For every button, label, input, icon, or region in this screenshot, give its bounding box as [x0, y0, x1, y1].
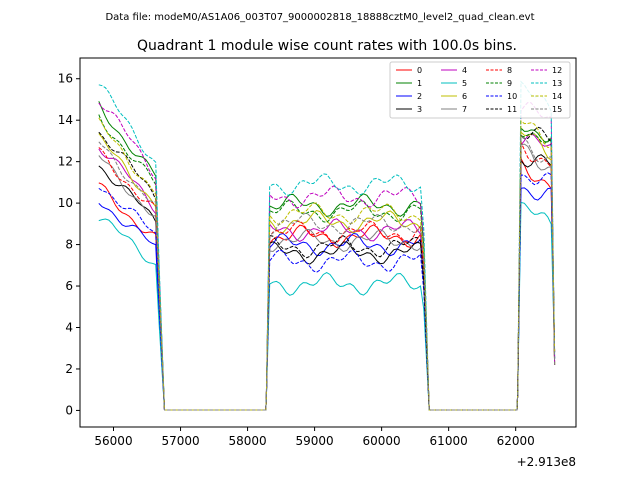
y-tick-label: 2 — [65, 362, 73, 376]
x-tick-label: 60000 — [363, 434, 401, 448]
legend-label: 2 — [417, 92, 422, 101]
x-axis: 56000 57000 58000 59000 60000 61000 62000 — [94, 427, 535, 448]
x-tick-label: 56000 — [94, 434, 132, 448]
legend-label: 10 — [507, 92, 517, 101]
series-line-14 — [98, 117, 556, 411]
legend-label: 9 — [507, 79, 512, 88]
series-line-8 — [98, 142, 556, 411]
legend-label: 12 — [552, 66, 562, 75]
series-line-15 — [98, 136, 556, 411]
series-line-12 — [98, 102, 556, 411]
x-tick-label: 61000 — [430, 434, 468, 448]
x-offset-label: +2.913e8 — [517, 455, 576, 469]
legend-label: 6 — [462, 92, 467, 101]
series-line-6 — [98, 130, 556, 411]
y-axis: 0 2 4 6 8 10 12 14 16 — [58, 72, 80, 417]
series-line-5 — [98, 201, 556, 411]
series-line-1 — [98, 101, 556, 411]
legend-label: 3 — [417, 105, 422, 114]
legend-label: 8 — [507, 66, 512, 75]
x-tick-label: 62000 — [497, 434, 535, 448]
series-line-4 — [98, 133, 556, 411]
y-tick-label: 14 — [58, 113, 73, 127]
y-tick-label: 8 — [65, 238, 73, 252]
chart-title: Quadrant 1 module wise count rates with … — [137, 38, 517, 54]
series-line-11 — [98, 126, 556, 411]
series-line-13 — [98, 80, 556, 411]
series-line-7 — [98, 143, 556, 411]
x-tick-label: 57000 — [161, 434, 199, 448]
legend-box — [389, 61, 571, 119]
legend-label: 7 — [462, 105, 467, 114]
y-tick-label: 12 — [58, 155, 73, 169]
series-line-10 — [98, 172, 556, 411]
legend-label: 11 — [507, 105, 517, 114]
legend-label: 15 — [552, 105, 562, 114]
legend-label: 4 — [462, 66, 467, 75]
x-tick-label: 59000 — [296, 434, 334, 448]
legend-label: 0 — [417, 66, 422, 75]
y-tick-label: 16 — [58, 72, 73, 86]
legend-label: 1 — [417, 79, 422, 88]
x-tick-label: 58000 — [228, 434, 266, 448]
y-tick-label: 0 — [65, 403, 73, 417]
y-tick-label: 10 — [58, 196, 73, 210]
data-file-label: Data file: modeM0/AS1A06_003T07_90000028… — [105, 12, 534, 23]
plot-area — [79, 57, 577, 428]
series-line-0 — [98, 158, 556, 411]
legend-label: 14 — [552, 92, 562, 101]
legend-label: 5 — [462, 79, 467, 88]
series-line-9 — [98, 114, 556, 411]
y-tick-label: 4 — [65, 320, 73, 334]
y-tick-label: 6 — [65, 279, 73, 293]
legend-label: 13 — [552, 79, 562, 88]
axes-frame — [79, 57, 577, 428]
